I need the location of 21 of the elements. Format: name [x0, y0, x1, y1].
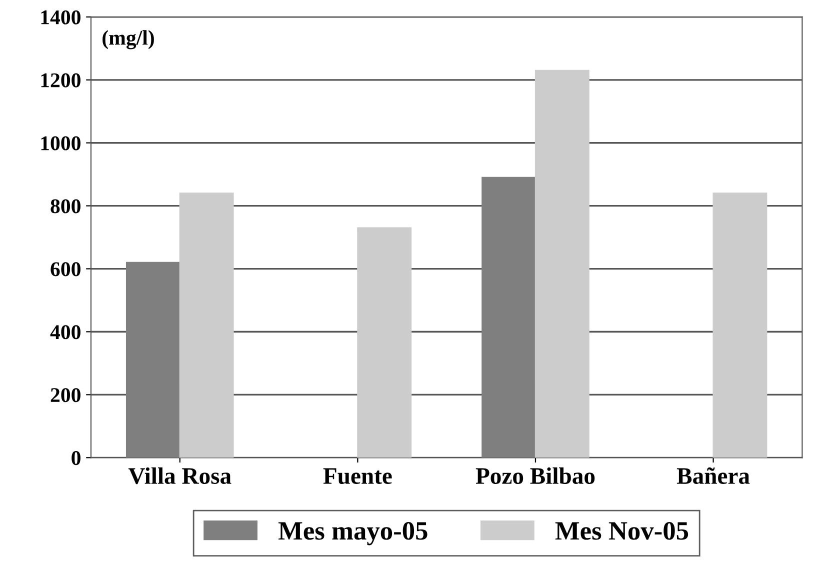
x-tick-label: Villa Rosa	[128, 467, 232, 484]
y-tick-label: 1400	[41, 10, 80, 24]
bar	[179, 192, 234, 458]
bar	[126, 262, 180, 458]
y-tick-label: 800	[50, 199, 80, 214]
y-tick-label: 1000	[41, 136, 80, 150]
bar	[534, 70, 590, 458]
bar	[712, 192, 768, 458]
y-tick-label: 400	[50, 325, 80, 340]
x-tick-label: Bañera	[676, 467, 750, 484]
y-tick-label: 200	[50, 388, 80, 402]
y-axis-title: (mg/l)	[102, 30, 154, 50]
bar	[482, 176, 536, 458]
legend-label: Mes Nov-05	[555, 522, 688, 540]
x-tick-label: Pozo Bilbao	[476, 467, 595, 484]
y-tick-label: 600	[50, 262, 80, 276]
x-tick-label: Fuente	[323, 468, 392, 484]
y-tick-label: 0	[72, 451, 80, 466]
legend-label: Mes mayo-05	[278, 522, 428, 546]
bar	[357, 227, 412, 458]
y-tick-label: 1200	[41, 73, 80, 88]
